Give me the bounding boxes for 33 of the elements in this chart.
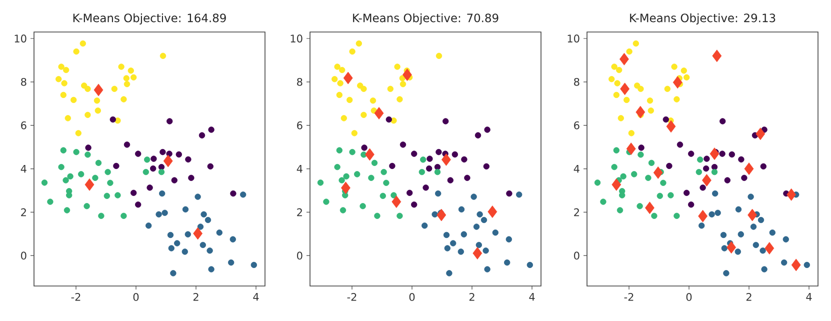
y-tick-label: 8 xyxy=(21,78,26,86)
x-tick-label: 2 xyxy=(469,293,474,301)
x-tick-label: 2 xyxy=(193,293,198,301)
y-tick-label: 4 xyxy=(296,164,302,173)
x-tick-label: 2 xyxy=(746,293,752,301)
y-tick-label: 6 xyxy=(21,121,26,130)
chart-title: K-Means Objective: 29.13 xyxy=(630,13,776,24)
x-tick-label: 0 xyxy=(686,293,692,301)
x-tick-label: 0 xyxy=(133,293,139,301)
x-tick-label: 4 xyxy=(806,293,812,301)
x-tick-label: -2 xyxy=(347,293,356,301)
x-tick-label: 0 xyxy=(409,293,415,301)
y-tick-label: 6 xyxy=(297,121,302,130)
y-tick-label: 10 xyxy=(568,34,580,42)
y-tick-label: 2 xyxy=(297,208,302,216)
y-tick-label: 8 xyxy=(574,78,580,86)
y-tick-label: 0 xyxy=(574,252,580,260)
y-tick-label: 0 xyxy=(297,252,302,260)
y-tick-label: 8 xyxy=(297,78,302,86)
x-tick-label: 4 xyxy=(253,293,259,301)
y-tick-label: 2 xyxy=(21,208,26,216)
chart-title: K-Means Objective: 164.89 xyxy=(73,13,226,24)
x-tick-label: -2 xyxy=(624,293,634,301)
y-tick-label: 0 xyxy=(21,252,26,260)
y-tick-label: 2 xyxy=(574,208,579,216)
x-tick-label: -2 xyxy=(71,293,80,301)
y-tick-label: 4 xyxy=(574,164,580,173)
y-tick-label: 10 xyxy=(290,34,302,42)
y-tick-label: 6 xyxy=(574,121,580,130)
x-tick-label: 4 xyxy=(529,293,535,301)
y-tick-label: 10 xyxy=(14,34,26,42)
chart-title: K-Means Objective: 70.89 xyxy=(353,13,498,24)
y-tick-label: 4 xyxy=(20,164,26,173)
